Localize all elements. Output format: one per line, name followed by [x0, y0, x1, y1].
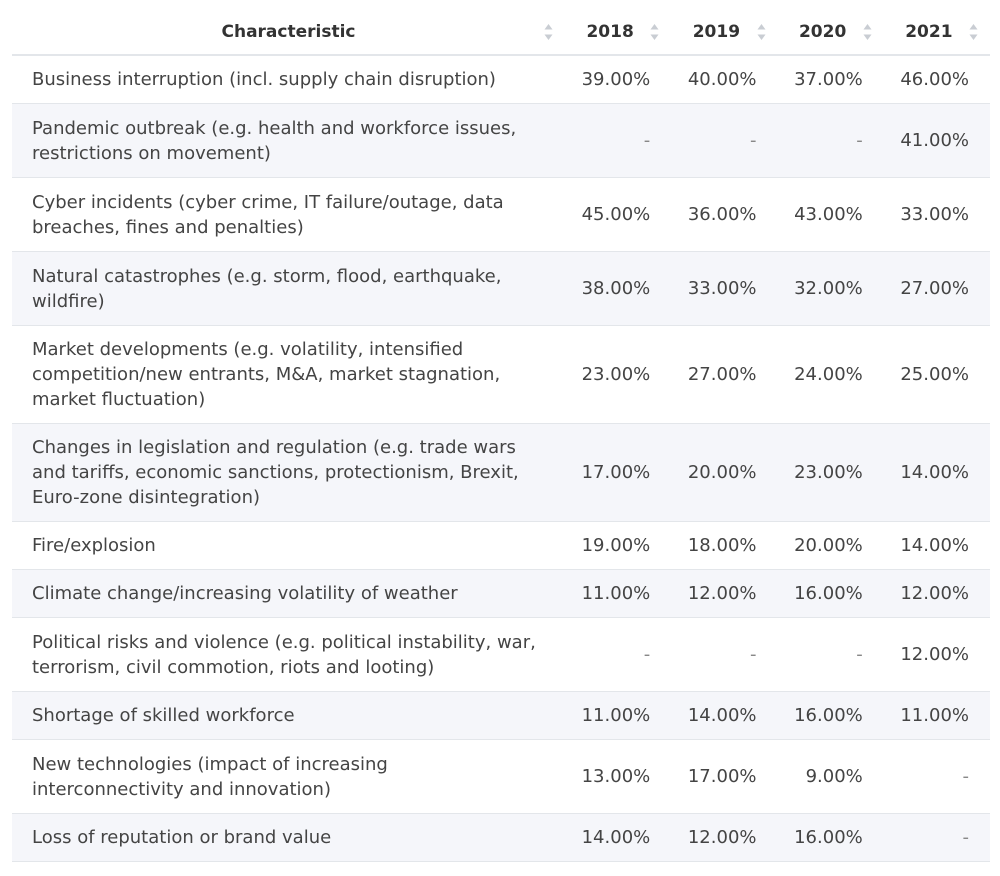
row-label: Climate change/increasing volatility of … — [12, 569, 565, 618]
column-header-characteristic[interactable]: Characteristic — [12, 10, 565, 56]
header-row: Characteristic 2018 — [12, 10, 990, 56]
row-label: Business interruption (incl. supply chai… — [12, 55, 565, 104]
table-cell: - — [671, 103, 778, 178]
row-label: Political risks and violence (e.g. polit… — [12, 617, 565, 692]
table-cell: 16.00% — [777, 813, 884, 862]
table-cell: 13.00% — [565, 739, 672, 814]
table-cell: 32.00% — [777, 251, 884, 326]
table-cell: 14.00% — [883, 423, 990, 522]
table-cell: 20.00% — [777, 521, 884, 570]
table-cell: 23.00% — [777, 423, 884, 522]
sort-icon[interactable] — [863, 23, 872, 41]
table-cell: 45.00% — [565, 177, 672, 252]
column-header-2020[interactable]: 2020 — [777, 10, 884, 56]
table-cell: 17.00% — [565, 423, 672, 522]
table-cell: 12.00% — [671, 569, 778, 618]
row-label: Pandemic outbreak (e.g. health and workf… — [12, 103, 565, 178]
sort-icon[interactable] — [544, 23, 553, 41]
column-header-label: 2021 — [905, 22, 953, 42]
table-cell: 12.00% — [883, 617, 990, 692]
row-label: Loss of reputation or brand value — [12, 813, 565, 862]
table-cell: 16.00% — [777, 569, 884, 618]
table-cell: 16.00% — [777, 691, 884, 740]
column-header-label: Characteristic — [221, 22, 356, 42]
table-cell: 33.00% — [671, 251, 778, 326]
table-cell: 14.00% — [565, 813, 672, 862]
data-table-container: Characteristic 2018 — [12, 10, 990, 862]
table-cell: 38.00% — [565, 251, 672, 326]
table-cell: 14.00% — [671, 691, 778, 740]
column-header-2018[interactable]: 2018 — [565, 10, 672, 56]
table-cell: 11.00% — [565, 569, 672, 618]
table-cell: - — [777, 617, 884, 692]
table-cell: - — [671, 617, 778, 692]
table-cell: 46.00% — [883, 55, 990, 104]
table-row: Cyber incidents (cyber crime, IT failure… — [12, 177, 990, 252]
table-cell: 33.00% — [883, 177, 990, 252]
table-cell: 14.00% — [883, 521, 990, 570]
row-label: Fire/explosion — [12, 521, 565, 570]
table-row: Changes in legislation and regulation (e… — [12, 423, 990, 522]
row-label: Changes in legislation and regulation (e… — [12, 423, 565, 522]
column-header-2019[interactable]: 2019 — [671, 10, 778, 56]
table-cell: - — [565, 617, 672, 692]
table-cell: - — [777, 103, 884, 178]
column-header-label: 2018 — [586, 22, 634, 42]
table-cell: 37.00% — [777, 55, 884, 104]
table-row: Shortage of skilled workforce 11.00% 14.… — [12, 691, 990, 740]
table-cell: 27.00% — [883, 251, 990, 326]
table-row: Loss of reputation or brand value 14.00%… — [12, 813, 990, 862]
table-cell: 17.00% — [671, 739, 778, 814]
table-row: Pandemic outbreak (e.g. health and workf… — [12, 103, 990, 178]
table-cell: 18.00% — [671, 521, 778, 570]
sort-icon[interactable] — [757, 23, 766, 41]
table-row: Climate change/increasing volatility of … — [12, 569, 990, 618]
table-cell: - — [883, 813, 990, 862]
column-header-2021[interactable]: 2021 — [883, 10, 990, 56]
column-header-label: 2020 — [798, 22, 847, 42]
table-cell: 27.00% — [671, 325, 778, 424]
table-cell: 11.00% — [565, 691, 672, 740]
table-cell: 12.00% — [883, 569, 990, 618]
row-label: Cyber incidents (cyber crime, IT failure… — [12, 177, 565, 252]
row-label: New technologies (impact of increasing i… — [12, 739, 565, 814]
table-row: Market developments (e.g. volatility, in… — [12, 325, 990, 424]
row-label: Shortage of skilled workforce — [12, 691, 565, 740]
table-row: Business interruption (incl. supply chai… — [12, 55, 990, 104]
table-row: Fire/explosion 19.00% 18.00% 20.00% 14.0… — [12, 521, 990, 570]
table-row: New technologies (impact of increasing i… — [12, 739, 990, 814]
data-table: Characteristic 2018 — [12, 10, 990, 862]
sort-icon[interactable] — [969, 23, 978, 41]
table-cell: 25.00% — [883, 325, 990, 424]
row-label: Market developments (e.g. volatility, in… — [12, 325, 565, 424]
table-cell: 36.00% — [671, 177, 778, 252]
sort-icon[interactable] — [650, 23, 659, 41]
table-cell: 24.00% — [777, 325, 884, 424]
table-cell: 23.00% — [565, 325, 672, 424]
column-header-label: 2019 — [692, 22, 741, 42]
table-cell: - — [565, 103, 672, 178]
table-cell: 19.00% — [565, 521, 672, 570]
table-cell: 11.00% — [883, 691, 990, 740]
row-label: Natural catastrophes (e.g. storm, flood,… — [12, 251, 565, 326]
table-cell: 40.00% — [671, 55, 778, 104]
table-cell: 9.00% — [777, 739, 884, 814]
table-row: Political risks and violence (e.g. polit… — [12, 617, 990, 692]
table-cell: 43.00% — [777, 177, 884, 252]
table-cell: 20.00% — [671, 423, 778, 522]
table-cell: - — [883, 739, 990, 814]
table-cell: 39.00% — [565, 55, 672, 104]
table-cell: 41.00% — [883, 103, 990, 178]
table-row: Natural catastrophes (e.g. storm, flood,… — [12, 251, 990, 326]
table-cell: 12.00% — [671, 813, 778, 862]
table-body: Business interruption (incl. supply chai… — [12, 55, 990, 862]
